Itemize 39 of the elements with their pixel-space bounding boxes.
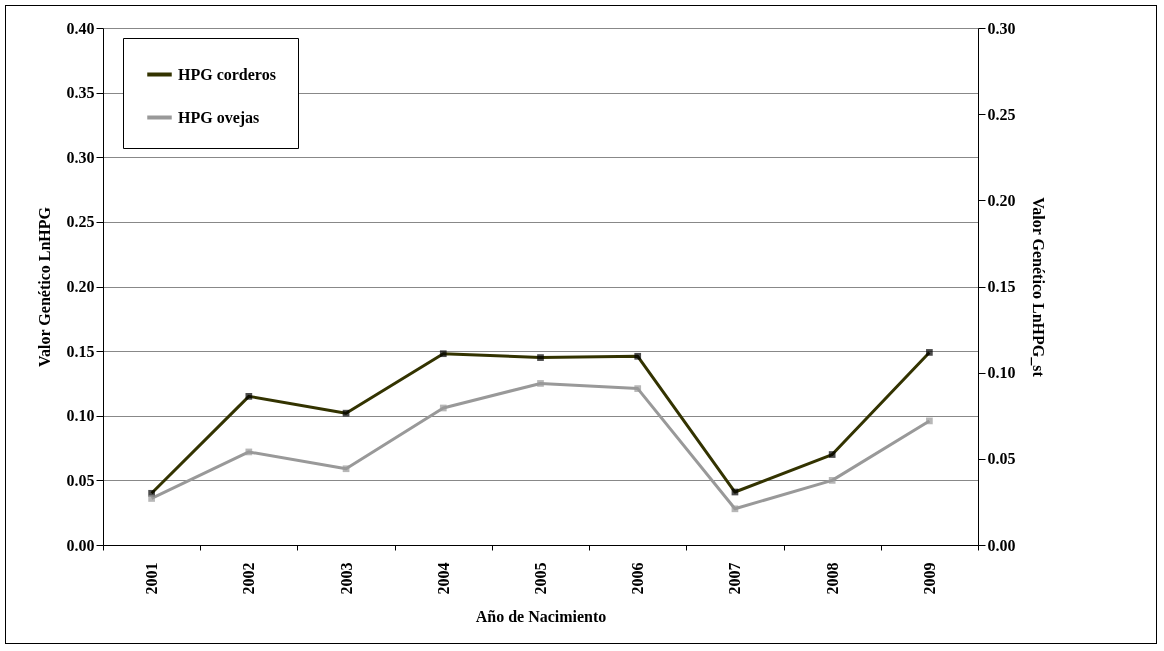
x-tick-label: 2003 <box>337 562 355 595</box>
point <box>439 404 447 412</box>
y-tick-label: 0.10 <box>66 407 95 425</box>
y2-tick-label: 0.05 <box>987 450 1016 468</box>
y2-tick-label: 0.15 <box>987 278 1016 295</box>
y2-tick-label: 0.20 <box>987 191 1016 209</box>
y-tick-label: 0.30 <box>66 148 95 166</box>
legend-label: HPG ovejas <box>178 108 260 127</box>
y2-axis-title: Valor Genético LnHPG_st <box>1029 197 1047 378</box>
y-axis-title: Valor Genético LnHPG <box>35 206 53 367</box>
y-tick-label: 0.00 <box>66 536 95 554</box>
y-tick-label: 0.40 <box>66 19 95 37</box>
point <box>537 380 544 387</box>
point <box>634 385 642 392</box>
x-tick-label: 2002 <box>240 562 258 595</box>
x-tick-label: 2008 <box>823 562 841 595</box>
x-tick-label: 2007 <box>726 562 744 595</box>
y-tick-label: 0.05 <box>66 471 95 489</box>
y2-tick-label: 0.30 <box>987 19 1016 37</box>
point <box>731 505 739 513</box>
x-tick-label: 2006 <box>629 562 647 595</box>
x-tick-label: 2009 <box>920 562 938 595</box>
point <box>148 495 155 502</box>
point <box>828 477 836 484</box>
x-tick-label: 2005 <box>532 562 549 595</box>
legend-label: HPG corderos <box>178 65 276 83</box>
point <box>245 448 253 456</box>
y-tick-label: 0.35 <box>66 84 95 102</box>
y-tick-label: 0.15 <box>66 342 95 360</box>
y-tick-label: 0.20 <box>66 278 95 295</box>
point <box>926 417 933 425</box>
y2-tick-label: 0.10 <box>987 364 1016 382</box>
x-tick-label: 2004 <box>434 562 452 595</box>
x-tick-label: 2001 <box>143 562 161 595</box>
point <box>342 465 350 473</box>
y2-tick-label: 0.25 <box>987 105 1016 123</box>
y2-tick-label: 0.00 <box>987 536 1016 554</box>
y-tick-label: 0.25 <box>66 213 95 231</box>
x-axis-title: Año de Nacimiento <box>475 607 607 625</box>
